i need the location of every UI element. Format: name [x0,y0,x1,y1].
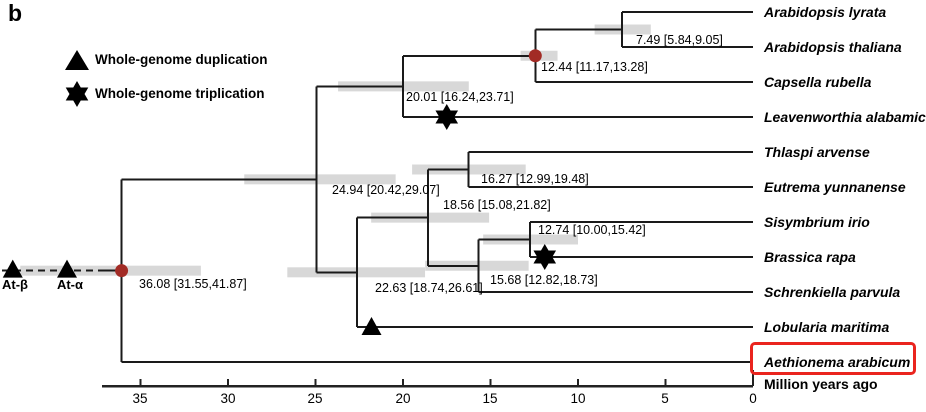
species-label-eutrema-yunnanense: Eutrema yunnanense [764,179,906,195]
axis-tick-0: 0 [749,391,757,406]
axis-tick-5: 5 [661,391,669,406]
species-label-arabidopsis-lyrata: Arabidopsis lyrata [764,4,887,20]
node-age-label-20-01: 20.01 [16.24,23.71] [406,90,514,104]
species-label-brassica-rapa: Brassica rapa [764,249,856,265]
species-label-capsella-rubella: Capsella rubella [764,74,872,90]
legend-label-duplication: Whole-genome duplication [95,52,268,67]
highlight-box-aethionema [750,342,916,375]
node-age-label-7-49: 7.49 [5.84,9.05] [636,33,723,47]
species-label-arabidopsis-thaliana: Arabidopsis thaliana [764,39,902,55]
at-beta-label: At-β [2,277,28,292]
node-age-label-18-56: 18.56 [15.08,21.82] [443,198,551,212]
species-label-lobularia-maritima: Lobularia maritima [764,319,890,335]
axis-tick-35: 35 [132,391,148,406]
panel-label: b [8,0,23,26]
species-label-sisymbrium-irio: Sisymbrium irio [764,214,870,230]
axis-tick-30: 30 [220,391,236,406]
node-age-label-12-44: 12.44 [11.17,13.28] [541,60,648,74]
axis-tick-15: 15 [482,391,498,406]
species-label-thlaspi-arvense: Thlaspi arvense [764,144,870,160]
node-age-label-22-63: 22.63 [18.74,26.61] [375,281,483,295]
node-age-label-16-27: 16.27 [12.99,19.48] [481,172,589,186]
species-label-leavenworthia-alabamica: Leavenworthia alabamica [764,109,926,125]
axis-tick-20: 20 [395,391,411,406]
legend-label-triplication: Whole-genome triplication [95,86,265,101]
time-axis-title: Million years ago [764,376,878,392]
node-age-label-15-68: 15.68 [12.82,18.73] [490,273,598,287]
wgd-triangle-icon [64,49,90,71]
axis-tick-10: 10 [570,391,586,406]
axis-tick-25: 25 [307,391,323,406]
node-age-label-24-94: 24.94 [20.42,29.07] [332,183,440,197]
species-label-schrenkiella-parvula: Schrenkiella parvula [764,284,901,300]
species-label-aethionema-arabicum: Aethionema arabicum [764,354,911,370]
node-age-label-12-74: 12.74 [10.00,15.42] [538,223,646,237]
at-alpha-label: At-α [56,277,84,292]
node-age-label-36-08: 36.08 [31.55,41.87] [139,277,247,291]
wgt-star-icon [63,80,91,108]
